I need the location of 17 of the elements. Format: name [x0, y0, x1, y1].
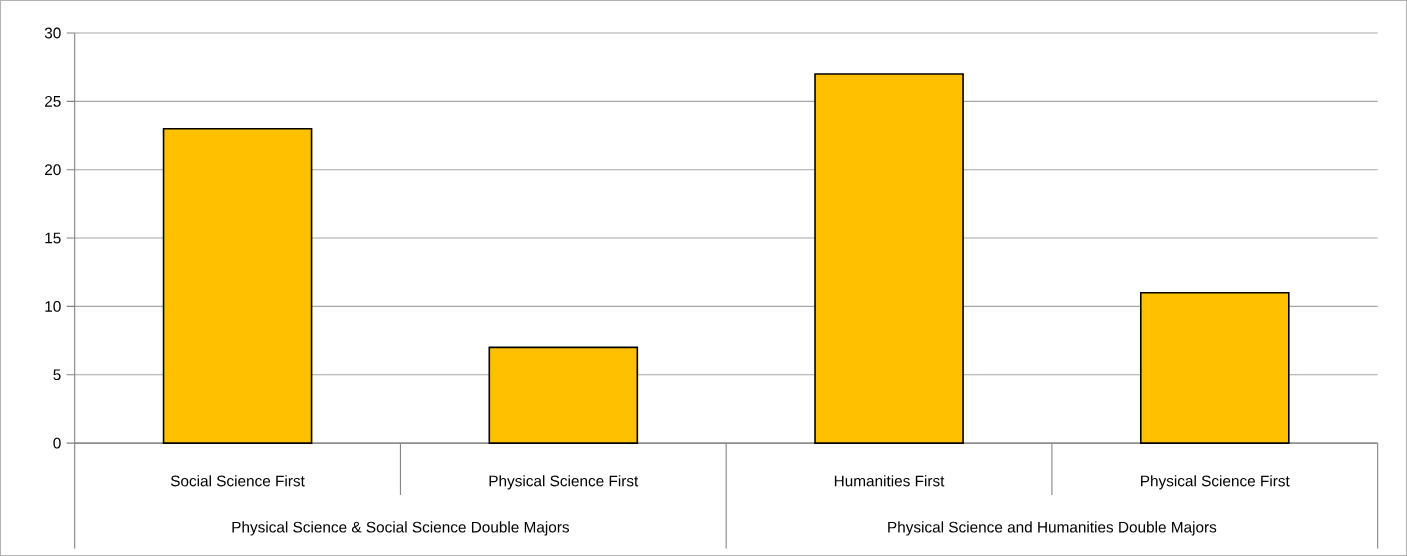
text: Physical Science & Social Science Double Majors — [232, 521, 570, 536]
x-tick-label: Physical Science First — [489, 475, 639, 490]
x-tick-label: Social Science First — [170, 475, 305, 487]
bar — [162, 127, 313, 444]
y-tick-label: 30 — [44, 27, 61, 39]
text: Physical Science and Humanities Double Majors — [888, 521, 1217, 536]
bar — [488, 346, 639, 444]
y-tick-label: 15 — [45, 232, 61, 244]
y-tick-label: 0 — [53, 437, 61, 449]
x-tick-label: Physical Science First — [1141, 475, 1290, 490]
y-tick-label: 20 — [45, 164, 61, 176]
y-tick-label: 10 — [45, 300, 61, 312]
x-tick-label: Humanities First — [834, 475, 945, 487]
y-tick-label: 25 — [45, 95, 61, 107]
bar — [814, 73, 964, 444]
bar — [1139, 291, 1290, 444]
y-tick-label: 5 — [53, 369, 61, 381]
